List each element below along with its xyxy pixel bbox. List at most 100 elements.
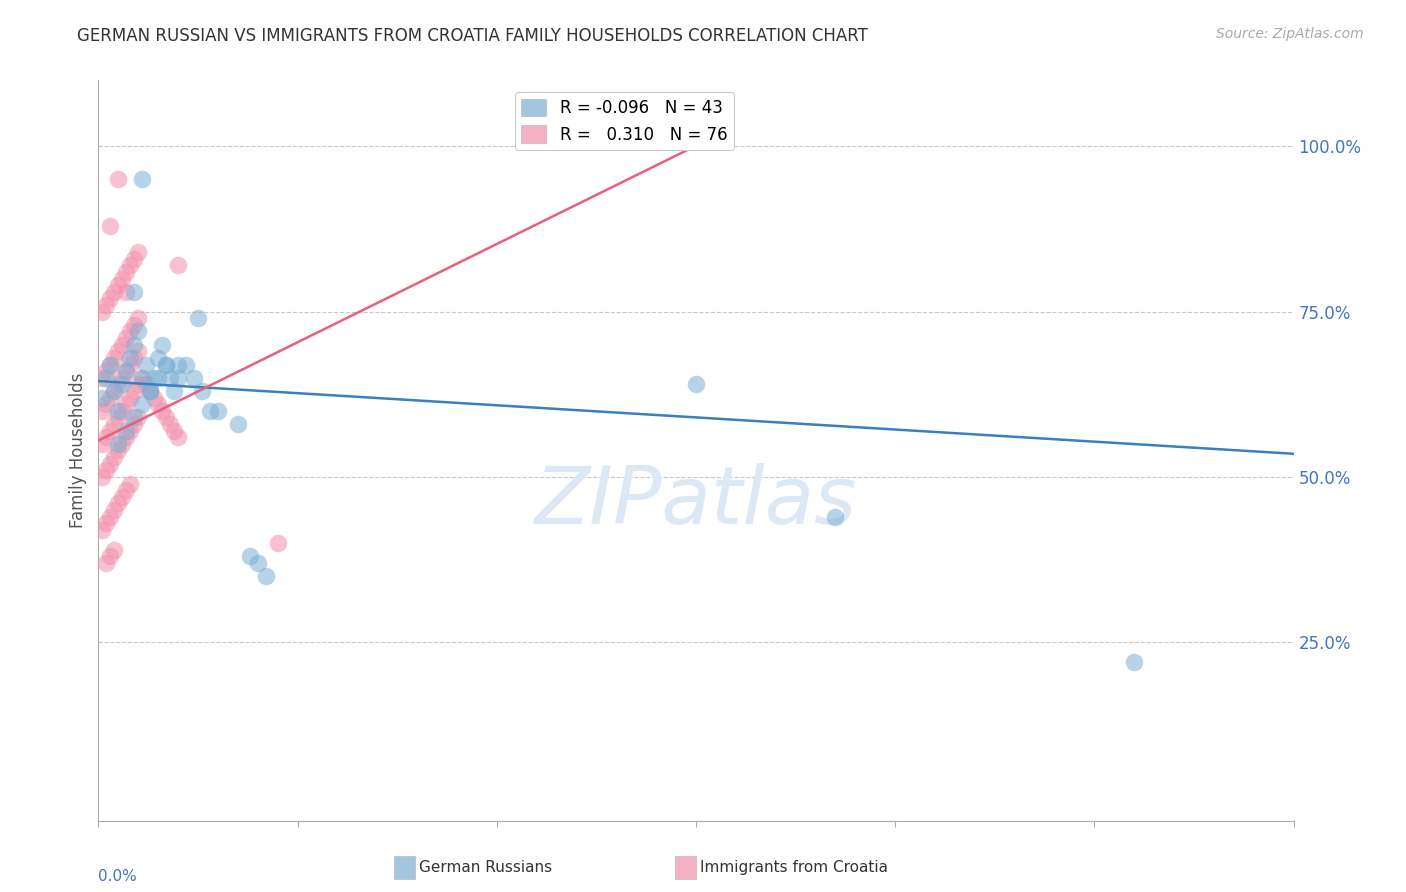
Point xyxy=(103,351,125,365)
Point xyxy=(96,364,118,378)
Point xyxy=(111,437,134,451)
Point xyxy=(131,370,153,384)
Point xyxy=(148,397,170,411)
Point xyxy=(150,337,173,351)
Text: GERMAN RUSSIAN VS IMMIGRANTS FROM CROATIA FAMILY HOUSEHOLDS CORRELATION CHART: GERMAN RUSSIAN VS IMMIGRANTS FROM CROATI… xyxy=(77,27,869,45)
Point xyxy=(159,370,181,384)
Point xyxy=(120,358,142,372)
Point xyxy=(107,278,129,293)
Point xyxy=(143,391,166,405)
Point xyxy=(167,370,190,384)
Point xyxy=(124,417,146,431)
Point xyxy=(124,318,146,332)
Point xyxy=(107,404,129,418)
Point xyxy=(139,384,162,398)
Point xyxy=(159,417,181,431)
Point xyxy=(91,523,114,537)
Point xyxy=(98,509,122,524)
Point xyxy=(148,351,170,365)
Point xyxy=(155,358,177,372)
Point xyxy=(115,483,138,497)
Point xyxy=(98,358,122,372)
Text: 0.0%: 0.0% xyxy=(98,869,138,884)
Point xyxy=(198,404,221,418)
Point xyxy=(120,424,142,438)
Point xyxy=(124,285,146,299)
Point xyxy=(91,391,114,405)
Point xyxy=(127,410,149,425)
Point xyxy=(120,351,142,365)
Point xyxy=(115,424,138,438)
Point xyxy=(115,430,138,444)
Point xyxy=(107,344,129,359)
Point xyxy=(174,358,197,372)
Point xyxy=(685,377,707,392)
Point xyxy=(183,370,205,384)
Legend: R = -0.096   N = 43, R =   0.310   N = 76: R = -0.096 N = 43, R = 0.310 N = 76 xyxy=(515,92,734,151)
Point xyxy=(115,331,138,345)
Point xyxy=(124,351,146,365)
Text: German Russians: German Russians xyxy=(419,861,553,875)
Point xyxy=(239,549,262,564)
Point xyxy=(155,358,177,372)
Point xyxy=(103,384,125,398)
Point xyxy=(163,384,186,398)
Text: Source: ZipAtlas.com: Source: ZipAtlas.com xyxy=(1216,27,1364,41)
Point xyxy=(107,437,129,451)
Point xyxy=(131,397,153,411)
Point xyxy=(98,219,122,233)
Point xyxy=(103,450,125,464)
Point xyxy=(111,370,134,384)
Point xyxy=(187,311,209,326)
Point xyxy=(148,370,170,384)
Point xyxy=(96,430,118,444)
Point xyxy=(127,344,149,359)
Point xyxy=(111,377,134,392)
Point xyxy=(135,358,157,372)
Point xyxy=(98,391,122,405)
Point xyxy=(103,417,125,431)
Text: ZIPatlas: ZIPatlas xyxy=(534,463,858,541)
Point xyxy=(131,370,153,384)
Point xyxy=(135,377,157,392)
Point xyxy=(91,404,114,418)
Point xyxy=(103,503,125,517)
Point xyxy=(124,337,146,351)
Point xyxy=(107,377,129,392)
Point xyxy=(124,384,146,398)
Point xyxy=(98,457,122,471)
Point xyxy=(124,252,146,266)
Point xyxy=(127,325,149,339)
Point xyxy=(167,259,190,273)
Point xyxy=(111,337,134,351)
Point xyxy=(91,370,114,384)
Point xyxy=(115,285,138,299)
Point xyxy=(155,410,177,425)
Point xyxy=(96,556,118,570)
Point xyxy=(246,556,269,570)
Point xyxy=(254,569,277,583)
Point xyxy=(91,437,114,451)
Point xyxy=(127,377,149,392)
Point xyxy=(191,384,214,398)
Point xyxy=(163,424,186,438)
Point xyxy=(207,404,229,418)
Text: Immigrants from Croatia: Immigrants from Croatia xyxy=(700,861,889,875)
Point xyxy=(1123,655,1146,669)
Point xyxy=(96,370,118,384)
Point xyxy=(98,549,122,564)
Point xyxy=(143,370,166,384)
Point xyxy=(226,417,249,431)
Point xyxy=(131,172,153,186)
Point xyxy=(111,404,134,418)
Point xyxy=(127,311,149,326)
Point xyxy=(107,172,129,186)
Point xyxy=(103,285,125,299)
Point xyxy=(103,542,125,557)
Point xyxy=(115,364,138,378)
Y-axis label: Family Households: Family Households xyxy=(69,373,87,528)
Point xyxy=(267,536,290,550)
Point xyxy=(824,509,846,524)
Point xyxy=(111,271,134,285)
Point xyxy=(124,410,146,425)
